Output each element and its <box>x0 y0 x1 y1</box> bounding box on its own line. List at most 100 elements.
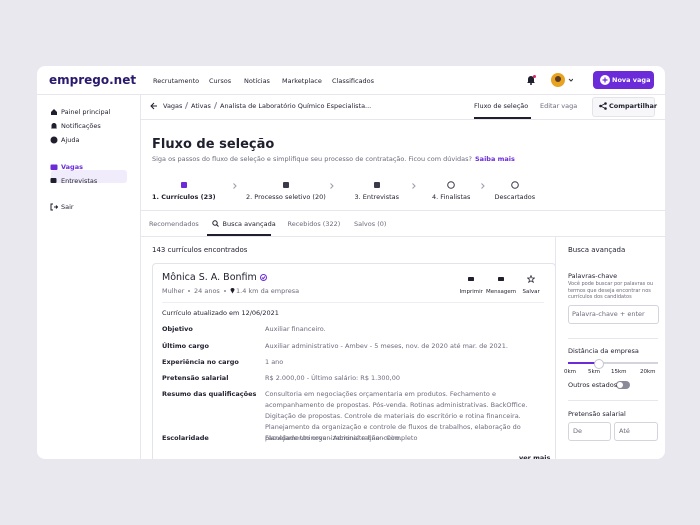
slider-handle[interactable] <box>594 359 604 369</box>
breadcrumb-item[interactable]: Ativas <box>191 102 211 110</box>
salary-to-input[interactable] <box>614 422 658 441</box>
result-tab[interactable]: Salvos (0) <box>354 220 387 228</box>
field-label: Resumo das qualificações <box>162 390 257 398</box>
sidebar-icon <box>50 164 58 170</box>
separator-dot <box>188 290 190 292</box>
result-tab[interactable]: Recebidos (322) <box>287 220 341 228</box>
pin-icon <box>230 288 235 294</box>
candidate-name[interactable]: Mônica S. A. Bonfim <box>162 272 257 283</box>
filter-divider <box>568 400 658 401</box>
sidebar-item[interactable]: Notificações <box>61 122 101 130</box>
step-label[interactable]: 2. Processo seletivo (20) <box>246 193 326 201</box>
nav-link[interactable]: Classificados <box>332 77 375 85</box>
breadcrumb-separator <box>184 102 189 109</box>
sidebar-item[interactable]: Entrevistas <box>61 177 98 185</box>
salary-from-input[interactable] <box>568 422 611 441</box>
action-label[interactable]: Mensagem <box>486 289 517 295</box>
step-chevron <box>233 183 237 189</box>
keyword-input[interactable] <box>568 305 659 324</box>
card-divider <box>162 302 544 303</box>
field-label: Último cargo <box>162 342 209 350</box>
new-job-label: Nova vaga <box>612 76 651 84</box>
toggle[interactable] <box>616 381 630 389</box>
sidebar-icon <box>50 178 57 183</box>
view-tab[interactable]: Fluxo de seleção <box>474 102 529 110</box>
distance-tick: 0km <box>564 369 577 375</box>
breadcrumb-item[interactable]: Vagas <box>163 102 183 110</box>
result-tab[interactable]: Recomendados <box>149 220 199 228</box>
breadcrumb-divider <box>141 119 665 120</box>
sidebar-icon <box>50 136 58 144</box>
field-value: Auxiliar financeiro. <box>265 325 326 333</box>
step-label[interactable]: 4. Finalistas <box>432 193 471 201</box>
distance-tick: 5km <box>588 369 601 375</box>
sidebar-icon <box>51 123 57 129</box>
steps-divider <box>141 210 665 211</box>
field-value: Consultoria em negociações orçamentaria … <box>265 389 528 442</box>
step-label[interactable]: 1. Currículos (23) <box>152 193 216 201</box>
candidate-meta: Mulher <box>162 287 185 295</box>
sidebar-divider <box>140 95 141 459</box>
separator-dot <box>224 290 226 292</box>
sidebar-item[interactable]: Ajuda <box>61 136 80 144</box>
step-icon <box>181 182 187 188</box>
step-chevron <box>329 183 334 189</box>
action-label[interactable]: Salvar <box>522 289 540 295</box>
logo[interactable]: emprego.net <box>49 73 137 87</box>
step-icon <box>283 182 289 188</box>
field-label: Experiência no cargo <box>162 358 239 366</box>
candidate-meta: 24 anos <box>194 287 220 295</box>
step-label[interactable]: 3. Entrevistas <box>354 193 400 201</box>
action-label[interactable]: Imprimir <box>459 289 483 295</box>
nav-link[interactable]: Marketplace <box>282 77 322 85</box>
result-tab[interactable]: Busca avançada <box>222 220 276 228</box>
share-button[interactable] <box>592 97 655 117</box>
help-link[interactable]: Saiba mais <box>475 155 515 163</box>
field-value: Auxiliar administrativo - Ambev - 5 mese… <box>265 342 508 350</box>
app-window: emprego.net Nova vaga Recrutamento Cursos… <box>37 66 665 459</box>
step-icon <box>511 181 519 189</box>
breadcrumb-separator <box>213 102 218 109</box>
keyword-placeholder: Palavra-chave + enter <box>572 310 645 318</box>
distance-tick: 15km <box>611 369 627 375</box>
see-more[interactable]: ver mais <box>519 454 551 459</box>
action-icon <box>498 277 504 281</box>
filter-label: Outros estados <box>568 381 618 389</box>
back-arrow[interactable] <box>150 102 158 110</box>
field-value: 1 ano <box>265 358 284 366</box>
active-tab-underline <box>474 117 531 119</box>
salary-to: Até <box>619 427 630 435</box>
filter-divider <box>568 338 658 339</box>
view-tab[interactable]: Editar vaga <box>540 102 578 110</box>
avatar-menu[interactable] <box>551 73 573 87</box>
action-icon <box>468 277 474 281</box>
sidebar-item[interactable]: Painel principal <box>61 108 111 116</box>
nav-link[interactable]: Recrutamento <box>153 77 200 85</box>
filter-help: Você pode buscar por palavras ou termos … <box>568 281 654 300</box>
step-chevron <box>481 183 485 189</box>
filter-label: Palavras-chave <box>568 272 618 280</box>
step-chevron <box>412 183 416 189</box>
page-subtitle: Siga os passos do fluxo de seleção e sim… <box>152 155 472 163</box>
slider-track <box>568 362 658 364</box>
field-label: Escolaridade <box>162 434 209 442</box>
field-label: Objetivo <box>162 325 193 333</box>
bell-icon[interactable] <box>526 75 536 85</box>
field-value: R$ 2.000,00 - Último salário: R$ 1.300,0… <box>265 374 400 382</box>
sidebar-item[interactable]: Sair <box>61 203 74 211</box>
result-count: 143 currículos encontrados <box>152 246 248 254</box>
new-job-button[interactable]: Nova vaga <box>593 71 654 89</box>
action-icon <box>527 275 535 283</box>
candidate-card <box>152 263 556 459</box>
tabs-divider <box>141 236 665 237</box>
page-title: Fluxo de seleção <box>152 137 275 152</box>
nav-link[interactable]: Notícias <box>244 77 270 85</box>
share-icon <box>599 102 607 110</box>
sidebar-item[interactable]: Vagas <box>61 163 83 171</box>
salary-from: De <box>573 427 583 435</box>
sidebar-icon <box>50 203 58 211</box>
nav-link[interactable]: Cursos <box>209 77 232 85</box>
step-label[interactable]: Descartados <box>494 193 536 201</box>
share-label[interactable]: Compartilhar <box>609 102 658 110</box>
